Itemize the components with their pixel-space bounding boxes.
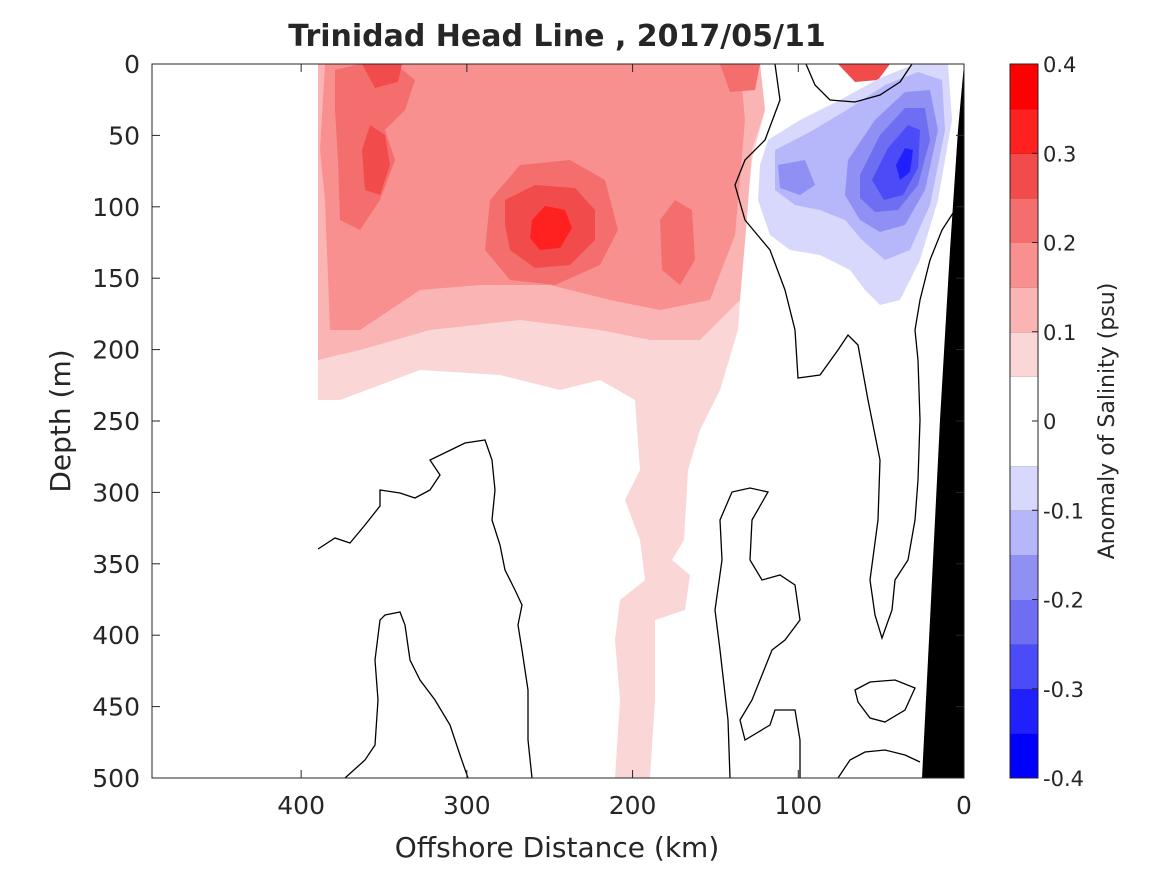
plot-area bbox=[152, 64, 964, 778]
y-tick-label: 200 bbox=[92, 336, 140, 365]
anomaly-band-plus-0.25 bbox=[362, 125, 390, 195]
colorbar-swatch bbox=[1010, 599, 1038, 645]
colorbar-swatch bbox=[1010, 688, 1038, 734]
y-axis-label: Depth (m) bbox=[44, 349, 77, 492]
colorbar-tick-label: 0.4 bbox=[1043, 53, 1076, 77]
colorbar-swatch bbox=[1010, 153, 1038, 199]
colorbar-tick-label: 0.1 bbox=[1043, 321, 1076, 345]
y-tick-label: 400 bbox=[92, 621, 140, 650]
colorbar-tick-label: -0.2 bbox=[1043, 589, 1084, 613]
chart-title: Trinidad Head Line , 2017/05/11 bbox=[288, 19, 825, 54]
colorbar-swatch bbox=[1010, 108, 1038, 154]
colorbar-swatch bbox=[1010, 510, 1038, 556]
colorbar-swatch bbox=[1010, 421, 1038, 467]
y-tick-label: 0 bbox=[124, 50, 140, 79]
x-tick-label: 100 bbox=[774, 791, 822, 820]
x-tick-label: 400 bbox=[277, 791, 325, 820]
colorbar-tick-label: -0.3 bbox=[1043, 678, 1084, 702]
x-tick-label: 300 bbox=[443, 791, 491, 820]
y-tick-label: 500 bbox=[92, 764, 140, 793]
colorbar-tick-label: -0.1 bbox=[1043, 499, 1084, 523]
x-axis-label: Offshore Distance (km) bbox=[395, 831, 720, 864]
zero-contour-line bbox=[837, 749, 921, 778]
colorbar-tick-label: 0 bbox=[1043, 410, 1056, 434]
colorbar-swatch bbox=[1010, 287, 1038, 333]
anomaly-band-minus-0.15 bbox=[778, 160, 815, 195]
colorbar-swatch bbox=[1010, 554, 1038, 600]
x-tick-label: 200 bbox=[609, 791, 657, 820]
y-tick-label: 250 bbox=[92, 407, 140, 436]
colorbar-label: Anomaly of Salinity (psu) bbox=[1095, 283, 1120, 560]
zero-contour-line bbox=[317, 439, 533, 778]
zero-contour-line bbox=[854, 679, 916, 723]
colorbar-swatch bbox=[1010, 64, 1038, 110]
colorbar-swatch bbox=[1010, 242, 1038, 288]
y-tick-label: 50 bbox=[108, 121, 140, 150]
zero-contour-line bbox=[805, 64, 913, 103]
anomaly-band-plus-0.2 bbox=[660, 200, 695, 285]
colorbar bbox=[1010, 64, 1038, 779]
colorbar-swatch bbox=[1010, 376, 1038, 422]
y-tick-label: 450 bbox=[92, 693, 140, 722]
y-axis: 0 50 100 150 200 250 300 350 400 450 500 bbox=[92, 50, 964, 793]
colorbar-tick-label: 0.2 bbox=[1043, 232, 1076, 256]
anomaly-band-minus-0.3 bbox=[896, 148, 913, 180]
x-tick-label: 0 bbox=[956, 791, 972, 820]
y-tick-label: 300 bbox=[92, 478, 140, 507]
anomaly-band-plus-0.2 bbox=[720, 64, 760, 92]
colorbar-swatch bbox=[1010, 465, 1038, 511]
colorbar-tick-label: 0.3 bbox=[1043, 142, 1076, 166]
colorbar-tick-label: -0.4 bbox=[1043, 767, 1084, 791]
zero-contour-line bbox=[344, 611, 469, 778]
anomaly-band-minus-0.25 bbox=[872, 125, 920, 200]
zero-contour-line bbox=[734, 64, 964, 641]
colorbar-swatch bbox=[1010, 331, 1038, 377]
anomaly-band-plus-0.25 bbox=[362, 64, 402, 88]
zero-contours bbox=[317, 64, 964, 778]
y-tick-label: 100 bbox=[92, 193, 140, 222]
y-tick-label: 150 bbox=[92, 264, 140, 293]
anomaly-band-plus-0.3 bbox=[530, 206, 572, 250]
colorbar-swatch bbox=[1010, 197, 1038, 243]
colorbar-swatch bbox=[1010, 733, 1038, 779]
zero-contour-line bbox=[714, 487, 801, 778]
colorbar-swatch bbox=[1010, 644, 1038, 690]
y-tick-label: 350 bbox=[92, 550, 140, 579]
anomaly-band-plus-0.25 bbox=[838, 64, 890, 82]
land-mask bbox=[922, 64, 964, 778]
x-axis: 400 300 200 100 0 bbox=[277, 64, 972, 820]
colorbar-ticks: 0.4 0.3 0.2 0.1 0 -0.1 -0.2 -0.3 -0.4 bbox=[1032, 53, 1084, 791]
